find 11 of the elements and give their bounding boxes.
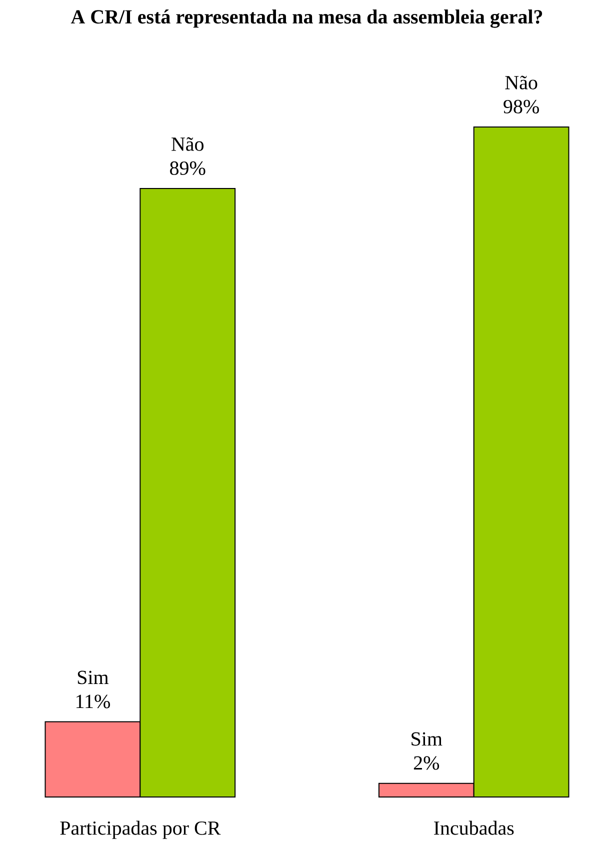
text: Não [172, 137, 204, 151]
data-label: 2% [414, 756, 440, 770]
x-tick-label: Participadas por CR [60, 820, 221, 839]
data-label: 98% [504, 100, 539, 114]
series-label: Não [505, 76, 538, 90]
x-tick-label: Incubadas [434, 820, 514, 835]
chart-title: A CR/I está representada na mesa da assembleia geral? [70, 10, 542, 28]
data-label: 11% [76, 694, 110, 708]
text: Sim [412, 732, 442, 746]
data-label: 89% [170, 161, 206, 175]
series-label: Sim [78, 670, 109, 684]
